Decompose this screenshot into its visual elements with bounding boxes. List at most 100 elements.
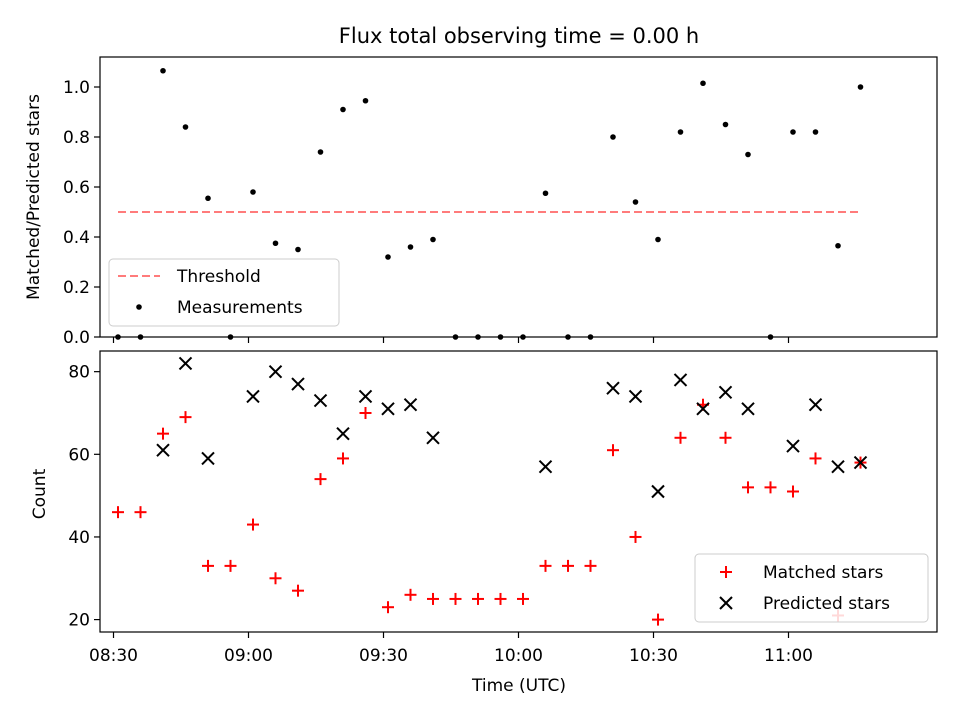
predicted-star-point <box>673 373 688 387</box>
measurement-point <box>655 236 661 243</box>
measurement-point <box>542 190 549 197</box>
matched-star-point <box>629 530 642 543</box>
measurement-point <box>385 254 391 260</box>
matched-star-point <box>179 411 192 424</box>
predicted-star-point <box>606 381 620 395</box>
top-legend: Threshold Measurements <box>108 258 340 327</box>
matched-star-point <box>449 592 462 605</box>
matched-stars-series <box>112 398 867 626</box>
matched-star-point <box>539 559 552 572</box>
bottom-y-tick-label: 60 <box>68 445 90 465</box>
bottom-axes-frame <box>99 350 938 633</box>
measurement-point <box>835 242 841 249</box>
matched-star-point <box>517 592 529 605</box>
predicted-star-point <box>718 385 733 400</box>
bottom-x-tick-label: 11:00 <box>764 646 813 666</box>
predicted-star-point <box>156 443 170 457</box>
predicted-stars-legend-label: Predicted stars <box>763 594 890 614</box>
predicted-star-point <box>201 451 215 466</box>
predicted-star-point <box>268 364 283 379</box>
bottom-x-tick-label: 09:00 <box>224 646 273 666</box>
bottom-y-tick-label: 40 <box>68 528 90 548</box>
matched-star-point <box>404 588 417 601</box>
predicted-star-point <box>808 398 823 412</box>
measurement-point <box>205 195 211 202</box>
matched-star-point <box>269 572 282 585</box>
predicted-star-point <box>313 393 328 408</box>
predicted-star-point <box>291 377 305 391</box>
measurement-point <box>677 129 684 135</box>
measurement-point <box>430 236 436 243</box>
bottom-y-tick-label: 80 <box>68 363 90 383</box>
matched-star-point <box>787 485 799 498</box>
matched-star-point <box>337 452 349 465</box>
threshold-legend-label: Threshold <box>176 267 261 287</box>
predicted-star-point <box>651 484 665 499</box>
measurement-point <box>407 244 414 250</box>
matched-star-point <box>382 601 394 614</box>
matched-star-point <box>764 481 777 494</box>
top-y-tick-label: 0.8 <box>63 128 90 148</box>
predicted-stars-series <box>156 356 868 499</box>
top-axes-frame <box>99 56 938 338</box>
measurements-legend-swatch <box>136 304 142 310</box>
measurements-legend-label: Measurements <box>177 298 303 318</box>
top-y-axis-label: Matched/Predicted stars <box>24 94 44 300</box>
top-legend-box <box>108 258 340 327</box>
bottom-x-tick-label: 09:30 <box>359 646 408 666</box>
matched-star-point <box>742 481 754 494</box>
bottom-y-tick-label: 20 <box>68 611 90 631</box>
top-panel: 0.0 0.2 0.4 0.6 0.8 1.0 Matched/Predicted sta… <box>24 56 938 348</box>
measurement-point <box>632 199 639 205</box>
measurement-point <box>700 80 706 87</box>
top-y-tick-label: 0.6 <box>63 178 90 198</box>
predicted-star-point <box>426 431 440 445</box>
predicted-star-point <box>853 455 868 470</box>
bottom-x-axis-label: Time (UTC) <box>471 676 566 696</box>
matched-star-point <box>224 559 237 572</box>
matched-star-point <box>494 592 507 605</box>
matched-star-point <box>292 584 304 597</box>
matched-star-point <box>607 444 619 457</box>
matched-star-point <box>112 506 124 519</box>
matched-star-point <box>359 406 372 419</box>
matched-star-point <box>134 506 147 519</box>
measurement-point <box>362 97 369 104</box>
predicted-star-point <box>786 439 800 453</box>
matched-stars-legend-label: Matched stars <box>763 563 883 583</box>
bottom-legend-box <box>694 553 929 623</box>
measurement-point <box>272 240 279 247</box>
top-x-axis-ticks <box>112 337 790 343</box>
measurement-point <box>610 134 616 140</box>
measurement-point <box>317 149 324 155</box>
chart-title: Flux total observing time = 0.00 h <box>339 24 699 48</box>
matched-star-point <box>202 559 214 572</box>
predicted-star-point <box>358 389 373 404</box>
top-y-tick-label: 0.0 <box>63 328 90 348</box>
predicted-star-point <box>628 389 643 404</box>
matched-star-point <box>427 592 439 605</box>
measurement-point <box>160 67 166 74</box>
measurement-point <box>340 106 346 113</box>
measurement-point <box>295 246 301 253</box>
top-y-tick-label: 0.4 <box>63 228 90 248</box>
predicted-star-point <box>831 459 845 474</box>
matched-star-point <box>652 613 664 626</box>
bottom-x-tick-label: 10:30 <box>629 646 678 666</box>
measurement-point <box>745 151 751 158</box>
predicted-star-point <box>336 426 350 441</box>
matched-star-point <box>157 427 169 440</box>
bottom-y-axis-ticks: 20 40 60 80 <box>68 363 100 631</box>
bottom-legend: Matched stars Predicted stars <box>694 553 929 623</box>
measurement-point <box>812 129 819 135</box>
matched-star-point <box>472 592 484 605</box>
matched-star-point <box>674 431 687 444</box>
predicted-stars-legend-swatch <box>719 596 733 610</box>
measurement-point <box>790 129 796 135</box>
measurement-point <box>722 121 729 128</box>
matched-star-point <box>314 473 327 486</box>
predicted-star-point <box>178 356 193 371</box>
predicted-star-point <box>741 402 755 416</box>
